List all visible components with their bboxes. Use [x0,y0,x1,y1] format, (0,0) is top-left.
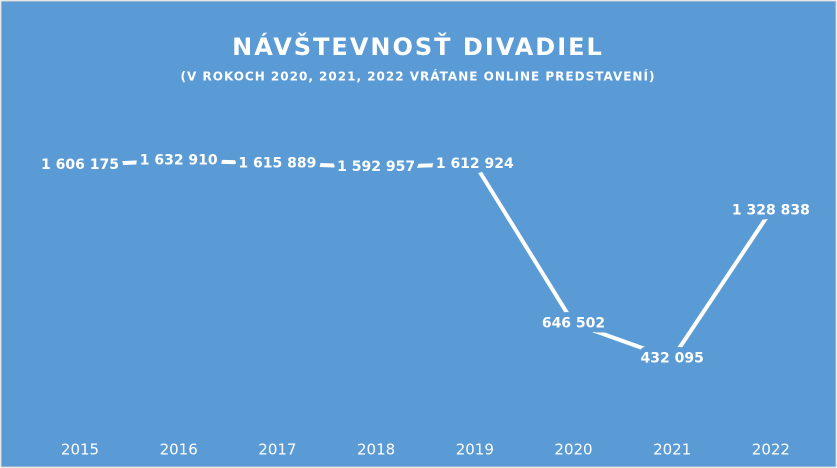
data-label: 1 632 910 [140,153,218,169]
x-tick-label: 2016 [160,441,198,459]
data-label: 1 328 838 [732,203,810,219]
x-tick-label: 2018 [357,441,395,459]
x-tick-label: 2022 [752,441,790,459]
data-label: 1 592 957 [337,159,415,175]
data-line [79,158,773,362]
data-label: 1 612 924 [436,156,514,172]
data-label: 646 502 [542,315,605,331]
x-tick-label: 2020 [554,441,592,459]
x-tick-label: 2017 [258,441,296,459]
x-tick-label: 2015 [61,441,99,459]
x-tick-label: 2021 [653,441,691,459]
chart-title: NÁVŠTEVNOSŤ DIVADIEL [232,31,604,61]
data-label: 1 615 889 [238,155,316,171]
data-label: 432 095 [641,351,704,367]
x-tick-label: 2019 [456,441,494,459]
chart-subtitle: (V ROKOCH 2020, 2021, 2022 VRÁTANE ONLIN… [181,69,656,84]
data-label: 1 606 175 [41,157,119,173]
